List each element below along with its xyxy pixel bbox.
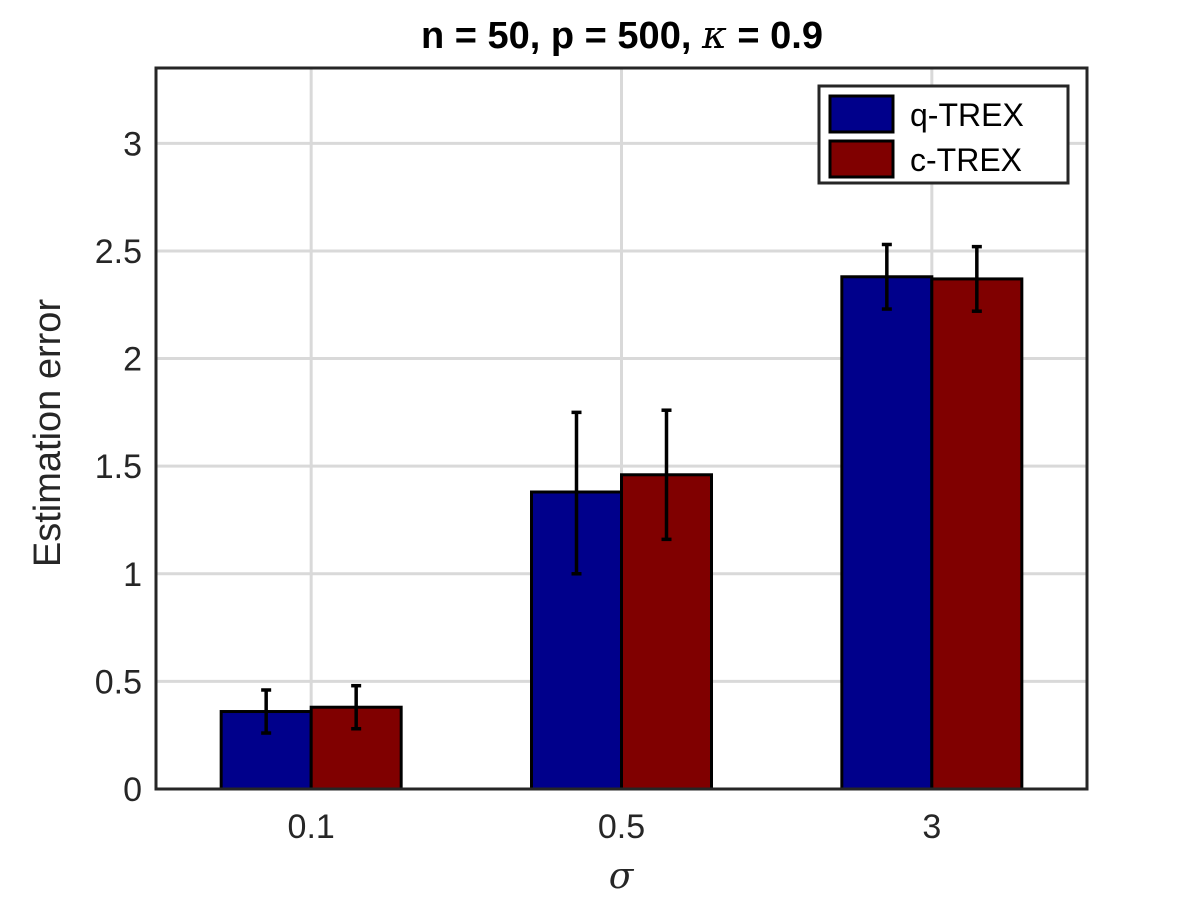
y-tick-labels: 0 0.5 1 1.5 2 2.5 3 <box>95 125 142 809</box>
title-suffix: = 0.9 <box>727 15 823 57</box>
bar-q-trex-3 <box>840 275 934 791</box>
legend-swatch-q-trex <box>828 94 895 134</box>
y-tick-label: 1.5 <box>95 448 142 486</box>
legend-label-c-trex: c-TREX <box>910 142 1022 178</box>
error-bar-q-trex-0-5 <box>571 410 582 576</box>
bars <box>219 275 1024 791</box>
legend-label-q-trex: q-TREX <box>910 97 1024 133</box>
error-bars <box>261 242 982 735</box>
error-bar-q-trex-3 <box>881 242 892 311</box>
title-kappa-symbol: κ <box>701 13 727 57</box>
error-bar-c-trex-0-5 <box>661 408 672 542</box>
y-tick-label: 1 <box>123 556 142 594</box>
title-prefix: n = 50, p = 500, <box>421 15 702 57</box>
legend: q-TREX c-TREX <box>817 84 1070 185</box>
legend-swatch-c-trex <box>828 139 895 179</box>
x-tick-label: 3 <box>922 808 941 846</box>
y-tick-label: 0 <box>123 771 142 809</box>
y-tick-label: 0.5 <box>95 663 142 701</box>
error-bar-c-trex-3 <box>971 244 982 313</box>
y-tick-label: 3 <box>123 125 142 163</box>
bar-c-trex-3 <box>930 277 1024 791</box>
x-tick-label: 0.1 <box>288 808 335 846</box>
chart-title: n = 50, p = 500, κ = 0.9 <box>421 13 823 57</box>
y-tick-label: 2 <box>123 341 142 379</box>
error-bar-c-trex-0-1 <box>351 683 362 731</box>
y-axis-label: Estimation error <box>27 299 69 568</box>
x-tick-label: 0.5 <box>598 808 645 846</box>
y-tick-label: 2.5 <box>95 233 142 271</box>
error-bar-q-trex-0-1 <box>261 688 272 735</box>
x-tick-labels: 0.1 0.5 3 <box>288 808 942 846</box>
x-axis-label: σ <box>609 856 635 897</box>
plot-frame <box>154 66 1089 791</box>
